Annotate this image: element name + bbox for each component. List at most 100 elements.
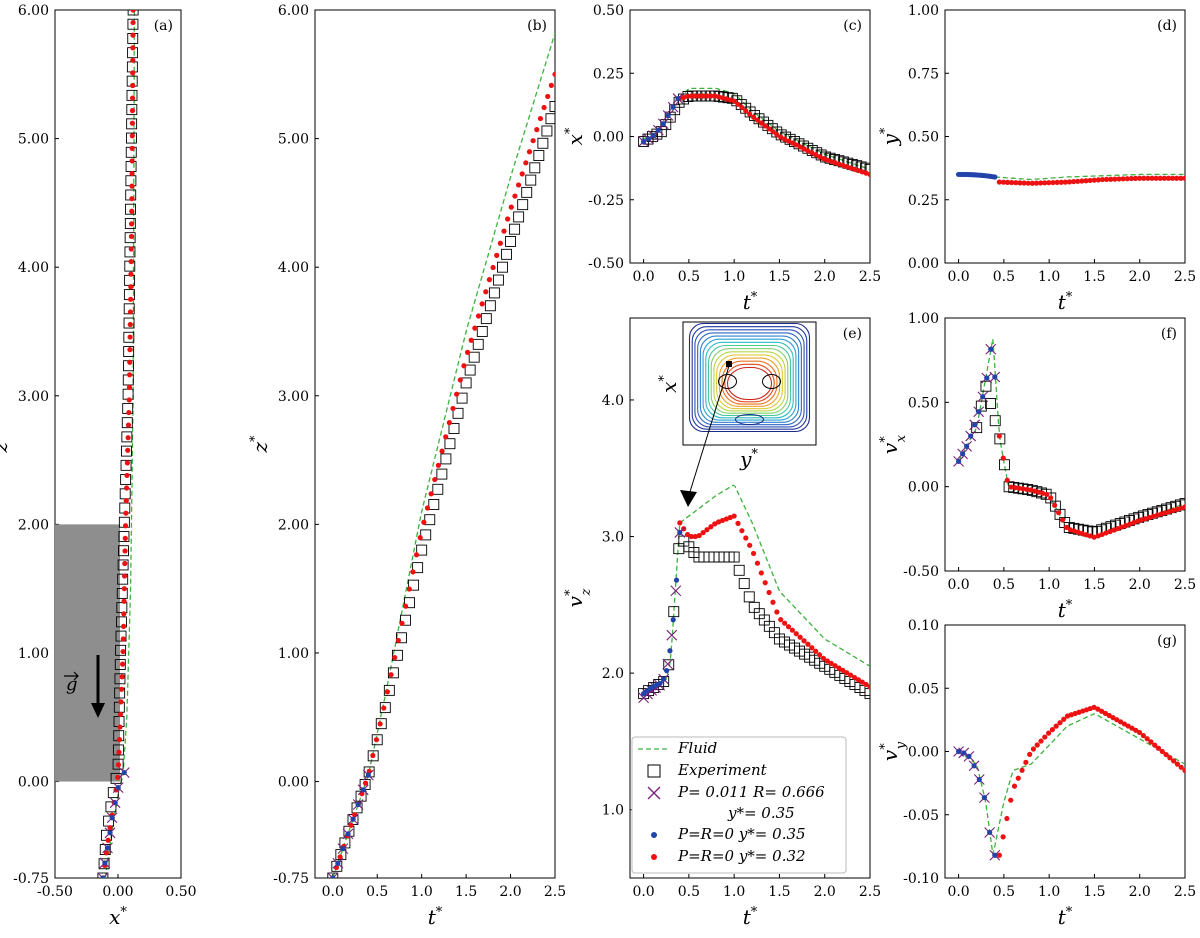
experiment-point (400, 614, 411, 626)
contour-core-right (762, 374, 781, 389)
contour-line (710, 348, 789, 414)
red-point (1095, 706, 1101, 712)
red-point (1087, 533, 1093, 539)
red-point (1053, 723, 1059, 729)
red-point (432, 476, 438, 483)
red-point (1162, 510, 1168, 516)
experiment-point (505, 236, 517, 247)
red-point (124, 485, 130, 491)
red-point (399, 620, 405, 626)
red-point (119, 661, 126, 667)
red-point (450, 405, 456, 412)
red-point (696, 93, 702, 99)
red-point (770, 599, 776, 605)
red-point (1032, 488, 1038, 494)
red-point (1114, 717, 1120, 723)
red-point (122, 523, 129, 529)
red-point (785, 138, 792, 144)
red-point (1063, 524, 1070, 530)
red-point (1038, 738, 1044, 744)
legend-red-mark (651, 854, 657, 860)
legend-square-mark (647, 764, 661, 778)
channel-box (55, 524, 120, 782)
experiment-point (501, 248, 512, 260)
red-point (454, 391, 460, 397)
y-axis-label: x* (563, 127, 587, 145)
y-tick-label: 0.00 (593, 130, 624, 146)
red-point (1009, 179, 1015, 186)
blue-point (121, 769, 127, 776)
experiment-point (110, 772, 122, 784)
blue-point (670, 104, 676, 110)
red-point (1144, 736, 1150, 742)
red-point (1004, 815, 1010, 822)
contour-bottom (735, 414, 764, 425)
red-point (1153, 175, 1159, 181)
red-point (1152, 742, 1158, 748)
red-point (805, 641, 811, 647)
x-tick-label: 2.0 (499, 884, 521, 900)
red-point (1170, 175, 1176, 181)
red-point (435, 462, 442, 468)
experiment-point (420, 529, 432, 541)
red-point (1062, 179, 1068, 185)
red-point (750, 114, 757, 120)
red-point (107, 825, 113, 831)
red-point (996, 852, 1002, 858)
red-point (1174, 175, 1180, 181)
red-point (754, 117, 761, 123)
x-tick-label: 2.5 (1174, 577, 1196, 593)
red-point (1045, 730, 1052, 736)
experiment-point (115, 630, 127, 642)
experiment-point (484, 300, 496, 312)
panel-d-series (955, 171, 1185, 186)
contour-line (705, 341, 794, 419)
red-point (1011, 783, 1018, 789)
experiment-point (492, 274, 504, 286)
experiment-point (126, 104, 138, 116)
experiment-point (985, 398, 997, 409)
red-point (820, 655, 827, 661)
red-point (1120, 176, 1126, 182)
red-point (743, 535, 749, 541)
red-point (1030, 746, 1037, 752)
red-point (130, 32, 136, 38)
red-point (381, 705, 387, 711)
red-point (129, 158, 135, 164)
red-point (1079, 530, 1085, 537)
y-tick-label: 0.25 (908, 193, 939, 209)
red-point (688, 93, 695, 99)
red-point (127, 309, 134, 315)
red-point (1071, 528, 1077, 534)
experiment-point (371, 734, 383, 746)
red-point (1025, 180, 1031, 186)
red-point (1129, 725, 1135, 731)
red-point (1034, 742, 1040, 748)
red-point (118, 686, 125, 692)
red-point (129, 108, 136, 114)
cross-point (670, 585, 682, 597)
red-point (1016, 485, 1022, 491)
legend-item: P=R=0 y*= 0.32 (651, 847, 806, 865)
y-tick-label: -0.50 (588, 256, 624, 272)
red-point (1033, 180, 1040, 186)
experiment-point (424, 514, 436, 526)
red-point (129, 208, 135, 214)
y-tick-label: -0.05 (903, 808, 939, 824)
red-point (392, 654, 398, 661)
red-point (813, 648, 819, 654)
x-tick-label: 2.0 (1129, 577, 1151, 593)
blue-point (660, 121, 666, 127)
x-tick-label: 0.5 (678, 269, 700, 285)
y-axis-label: v*x (878, 434, 909, 454)
red-point (1055, 510, 1062, 516)
red-point (758, 120, 764, 126)
legend-box (631, 736, 847, 874)
red-point (501, 228, 507, 234)
experiment-point (125, 132, 137, 144)
red-point (1149, 175, 1155, 181)
x-tick-label: 2.0 (814, 884, 836, 900)
y-tick-label: 3.0 (602, 530, 624, 546)
x-tick-label: 2.5 (544, 884, 566, 900)
experiment-point (460, 377, 472, 389)
